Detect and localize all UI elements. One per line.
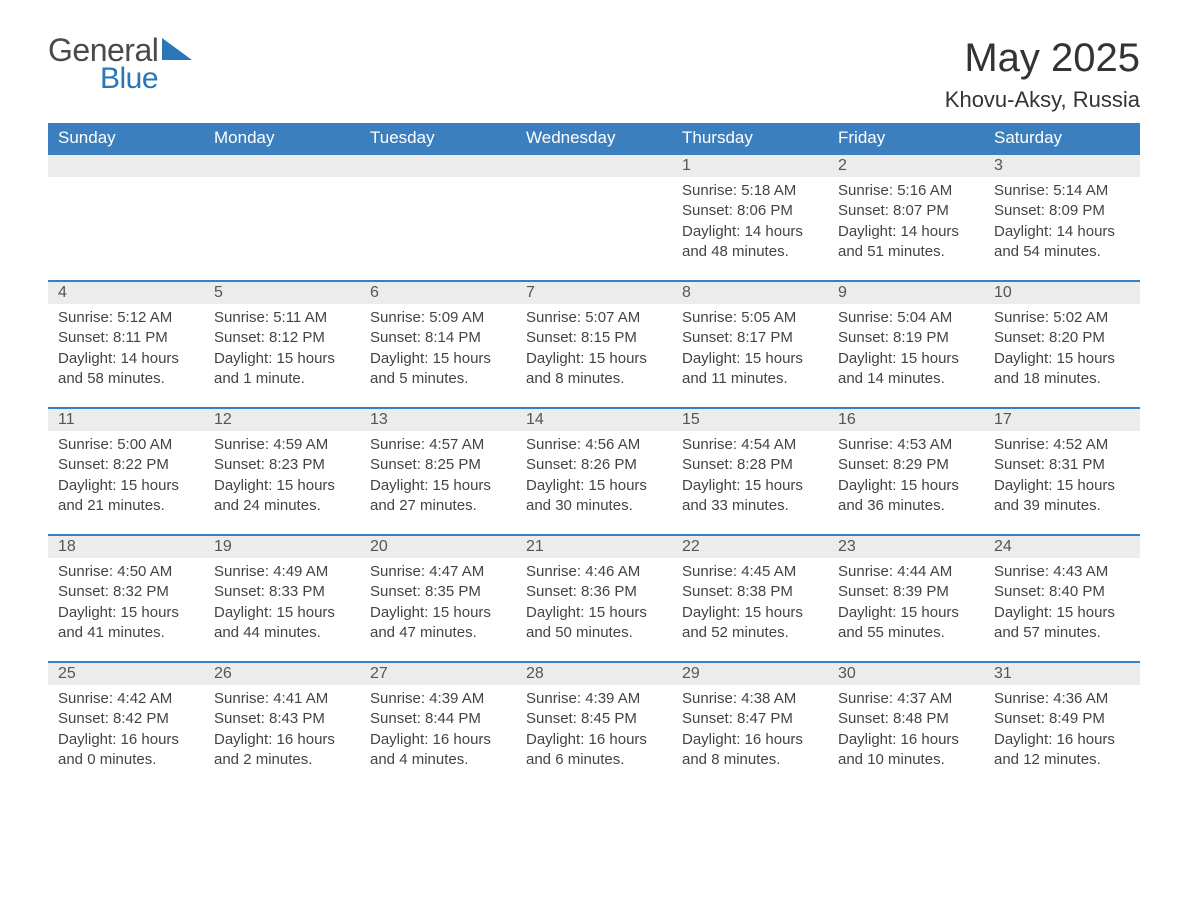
day-detail-cell: Sunrise: 4:45 AMSunset: 8:38 PMDaylight:… (672, 558, 828, 662)
day-header-row: SundayMondayTuesdayWednesdayThursdayFrid… (48, 123, 1140, 154)
day-number-cell: 8 (672, 281, 828, 304)
location-label: Khovu-Aksy, Russia (945, 87, 1140, 113)
day-detail-cell: Sunrise: 4:59 AMSunset: 8:23 PMDaylight:… (204, 431, 360, 535)
day-detail-cell: Sunrise: 4:46 AMSunset: 8:36 PMDaylight:… (516, 558, 672, 662)
day-detail-cell: Sunrise: 4:41 AMSunset: 8:43 PMDaylight:… (204, 685, 360, 788)
day-detail-cell: Sunrise: 4:56 AMSunset: 8:26 PMDaylight:… (516, 431, 672, 535)
day-detail-cell: Sunrise: 5:04 AMSunset: 8:19 PMDaylight:… (828, 304, 984, 408)
day-number-cell: 2 (828, 154, 984, 177)
day-detail-cell: Sunrise: 5:11 AMSunset: 8:12 PMDaylight:… (204, 304, 360, 408)
day-number-row: 18192021222324 (48, 535, 1140, 558)
calendar-table: SundayMondayTuesdayWednesdayThursdayFrid… (48, 123, 1140, 788)
day-detail-cell (204, 177, 360, 281)
day-number-cell: 13 (360, 408, 516, 431)
day-header: Tuesday (360, 123, 516, 154)
day-number-cell: 4 (48, 281, 204, 304)
day-number-cell: 23 (828, 535, 984, 558)
day-detail-cell: Sunrise: 5:16 AMSunset: 8:07 PMDaylight:… (828, 177, 984, 281)
day-number-cell: 6 (360, 281, 516, 304)
day-detail-cell: Sunrise: 4:47 AMSunset: 8:35 PMDaylight:… (360, 558, 516, 662)
day-number-cell: 24 (984, 535, 1140, 558)
day-number-cell: 11 (48, 408, 204, 431)
day-number-row: 45678910 (48, 281, 1140, 304)
logo-word2: Blue (100, 65, 158, 92)
day-number-cell: 12 (204, 408, 360, 431)
day-number-cell: 21 (516, 535, 672, 558)
day-detail-row: Sunrise: 5:00 AMSunset: 8:22 PMDaylight:… (48, 431, 1140, 535)
day-detail-cell: Sunrise: 5:02 AMSunset: 8:20 PMDaylight:… (984, 304, 1140, 408)
day-number-cell: 16 (828, 408, 984, 431)
day-detail-cell (48, 177, 204, 281)
day-detail-cell (360, 177, 516, 281)
day-detail-cell: Sunrise: 4:53 AMSunset: 8:29 PMDaylight:… (828, 431, 984, 535)
day-number-cell: 14 (516, 408, 672, 431)
day-header: Sunday (48, 123, 204, 154)
day-detail-cell: Sunrise: 4:42 AMSunset: 8:42 PMDaylight:… (48, 685, 204, 788)
day-number-row: 11121314151617 (48, 408, 1140, 431)
day-detail-cell: Sunrise: 5:00 AMSunset: 8:22 PMDaylight:… (48, 431, 204, 535)
day-number-cell: 28 (516, 662, 672, 685)
day-detail-cell: Sunrise: 4:37 AMSunset: 8:48 PMDaylight:… (828, 685, 984, 788)
day-detail-cell: Sunrise: 5:09 AMSunset: 8:14 PMDaylight:… (360, 304, 516, 408)
day-detail-cell: Sunrise: 4:38 AMSunset: 8:47 PMDaylight:… (672, 685, 828, 788)
day-detail-row: Sunrise: 5:12 AMSunset: 8:11 PMDaylight:… (48, 304, 1140, 408)
day-detail-cell: Sunrise: 5:14 AMSunset: 8:09 PMDaylight:… (984, 177, 1140, 281)
day-header: Thursday (672, 123, 828, 154)
day-detail-cell: Sunrise: 5:07 AMSunset: 8:15 PMDaylight:… (516, 304, 672, 408)
day-number-cell: 30 (828, 662, 984, 685)
day-detail-cell (516, 177, 672, 281)
day-number-cell: 29 (672, 662, 828, 685)
day-detail-row: Sunrise: 4:50 AMSunset: 8:32 PMDaylight:… (48, 558, 1140, 662)
page-header: General Blue May 2025 Khovu-Aksy, Russia (48, 36, 1140, 113)
day-number-row: 123 (48, 154, 1140, 177)
logo: General Blue (48, 36, 192, 92)
day-number-cell: 20 (360, 535, 516, 558)
day-header: Friday (828, 123, 984, 154)
day-detail-cell: Sunrise: 4:49 AMSunset: 8:33 PMDaylight:… (204, 558, 360, 662)
logo-word1: General (48, 36, 158, 65)
day-number-cell (204, 154, 360, 177)
day-number-cell: 10 (984, 281, 1140, 304)
logo-triangle-icon (162, 38, 192, 62)
day-detail-cell: Sunrise: 4:52 AMSunset: 8:31 PMDaylight:… (984, 431, 1140, 535)
month-title: May 2025 (945, 36, 1140, 81)
day-number-cell: 25 (48, 662, 204, 685)
day-detail-cell: Sunrise: 5:12 AMSunset: 8:11 PMDaylight:… (48, 304, 204, 408)
day-detail-cell: Sunrise: 4:39 AMSunset: 8:45 PMDaylight:… (516, 685, 672, 788)
day-detail-row: Sunrise: 5:18 AMSunset: 8:06 PMDaylight:… (48, 177, 1140, 281)
day-number-cell: 27 (360, 662, 516, 685)
day-number-cell: 19 (204, 535, 360, 558)
day-detail-cell: Sunrise: 4:43 AMSunset: 8:40 PMDaylight:… (984, 558, 1140, 662)
day-number-cell: 9 (828, 281, 984, 304)
day-number-cell: 5 (204, 281, 360, 304)
day-detail-cell: Sunrise: 4:39 AMSunset: 8:44 PMDaylight:… (360, 685, 516, 788)
day-detail-row: Sunrise: 4:42 AMSunset: 8:42 PMDaylight:… (48, 685, 1140, 788)
day-number-cell (360, 154, 516, 177)
day-number-cell (516, 154, 672, 177)
day-detail-cell: Sunrise: 5:18 AMSunset: 8:06 PMDaylight:… (672, 177, 828, 281)
day-detail-cell: Sunrise: 4:36 AMSunset: 8:49 PMDaylight:… (984, 685, 1140, 788)
day-header: Wednesday (516, 123, 672, 154)
day-number-cell: 15 (672, 408, 828, 431)
day-number-cell: 1 (672, 154, 828, 177)
day-number-row: 25262728293031 (48, 662, 1140, 685)
day-detail-cell: Sunrise: 4:44 AMSunset: 8:39 PMDaylight:… (828, 558, 984, 662)
day-number-cell: 3 (984, 154, 1140, 177)
day-number-cell: 31 (984, 662, 1140, 685)
day-detail-cell: Sunrise: 4:54 AMSunset: 8:28 PMDaylight:… (672, 431, 828, 535)
day-header: Monday (204, 123, 360, 154)
day-number-cell (48, 154, 204, 177)
day-number-cell: 22 (672, 535, 828, 558)
day-number-cell: 17 (984, 408, 1140, 431)
day-number-cell: 18 (48, 535, 204, 558)
day-detail-cell: Sunrise: 4:57 AMSunset: 8:25 PMDaylight:… (360, 431, 516, 535)
day-detail-cell: Sunrise: 4:50 AMSunset: 8:32 PMDaylight:… (48, 558, 204, 662)
day-detail-cell: Sunrise: 5:05 AMSunset: 8:17 PMDaylight:… (672, 304, 828, 408)
day-number-cell: 7 (516, 281, 672, 304)
day-header: Saturday (984, 123, 1140, 154)
day-number-cell: 26 (204, 662, 360, 685)
